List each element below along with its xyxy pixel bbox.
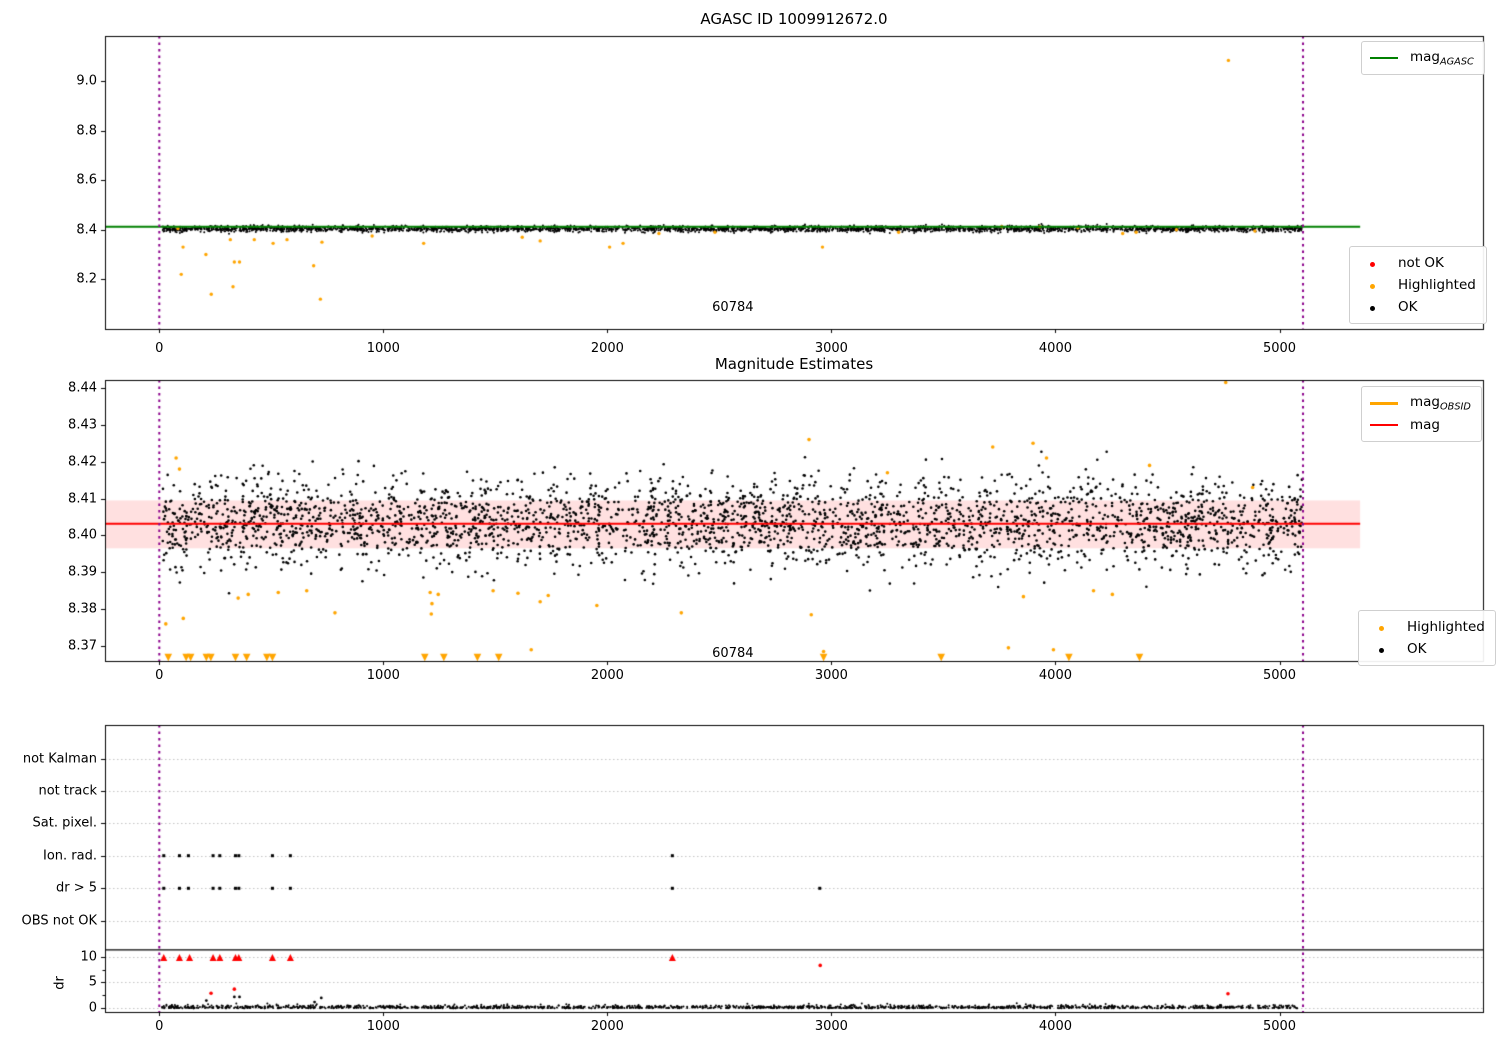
y-tick-label: 8.39 xyxy=(68,564,97,580)
x-tick-label: 4000 xyxy=(1038,341,1072,356)
x-tick-label: 0 xyxy=(155,341,164,356)
flag-category-label: not Kalman xyxy=(22,751,97,767)
green-line-sample xyxy=(1370,57,1398,59)
x-tick-label: 2000 xyxy=(590,341,624,356)
x-tick-label: 1000 xyxy=(366,341,400,356)
legend-mag-obsid: magOBSID mag xyxy=(1361,386,1482,442)
y-tick-label: 8.8 xyxy=(76,123,97,139)
flag-category-label: dr > 5 xyxy=(55,880,97,896)
legend-label: OK xyxy=(1398,299,1418,315)
y-tick-label: 8.42 xyxy=(68,454,97,470)
legend-row-mag-obsid: magOBSID xyxy=(1370,392,1471,414)
flag-category-label: Ion. rad. xyxy=(43,848,97,864)
legend-mag-agasc: magAGASC xyxy=(1361,41,1485,75)
orange-line-sample xyxy=(1370,401,1398,405)
black-dot-sample xyxy=(1358,299,1386,315)
legend-label: Highlighted xyxy=(1407,619,1485,635)
x-tick-label: 2000 xyxy=(590,668,624,683)
legend-top-markers: not OK Highlighted OK xyxy=(1349,246,1487,324)
legend-middle-markers: Highlighted OK xyxy=(1358,610,1496,666)
legend-label: mag xyxy=(1410,417,1440,433)
legend-label: magAGASC xyxy=(1410,48,1474,68)
x-tick-label: 1000 xyxy=(366,1019,400,1034)
x-tick-label: 3000 xyxy=(814,668,848,683)
x-tick-label: 1000 xyxy=(366,668,400,683)
black-dot-sample xyxy=(1367,641,1395,657)
y-tick-label: 8.41 xyxy=(68,491,97,507)
red-dot-sample xyxy=(1358,255,1386,271)
x-tick-label: 2000 xyxy=(590,1019,624,1034)
legend-row-highlighted: Highlighted xyxy=(1367,616,1485,638)
x-tick-label: 5000 xyxy=(1262,1019,1297,1034)
flag-category-label: not track xyxy=(38,783,97,799)
legend-row-highlighted: Highlighted xyxy=(1358,274,1476,296)
dr-tick-label: 10 xyxy=(80,949,97,965)
x-tick-label: 4000 xyxy=(1038,1019,1072,1034)
legend-label: OK xyxy=(1407,641,1427,657)
x-tick-label: 4000 xyxy=(1038,668,1072,683)
obsid-annotation-top: 60784 xyxy=(712,299,754,315)
x-tick-label: 3000 xyxy=(814,1019,848,1034)
orange-dot-sample xyxy=(1358,277,1386,293)
y-tick-label: 8.40 xyxy=(68,527,97,543)
y-tick-label: 8.37 xyxy=(68,638,97,654)
y-tick-label: 8.6 xyxy=(76,172,97,188)
legend-row-not-ok: not OK xyxy=(1358,252,1476,274)
legend-label: not OK xyxy=(1398,255,1444,271)
x-tick-label: 3000 xyxy=(814,341,848,356)
flag-category-label: OBS not OK xyxy=(21,913,98,929)
legend-row-mag: mag xyxy=(1370,414,1471,436)
x-tick-label: 0 xyxy=(155,668,164,683)
flag-category-label: Sat. pixel. xyxy=(32,815,97,831)
obsid-annotation-middle: 60784 xyxy=(712,646,754,662)
dr-tick-label: 0 xyxy=(88,1000,97,1016)
legend-row-ok: OK xyxy=(1358,296,1476,318)
y-tick-label: 8.2 xyxy=(76,271,97,287)
legend-row-mag-agasc: magAGASC xyxy=(1370,47,1474,69)
x-tick-label: 5000 xyxy=(1262,668,1297,683)
orange-dot-sample xyxy=(1367,619,1395,635)
middle-plot-title: Magnitude Estimates xyxy=(714,355,874,373)
top-plot-title: AGASC ID 1009912672.0 xyxy=(700,10,888,28)
y-tick-label: 8.38 xyxy=(68,601,97,617)
legend-label: magOBSID xyxy=(1410,393,1471,413)
legend-row-ok: OK xyxy=(1367,638,1485,660)
x-tick-label: 0 xyxy=(155,1019,164,1034)
y-tick-label: 8.43 xyxy=(68,417,97,433)
dr-tick-label: 5 xyxy=(88,974,97,990)
y-tick-label: 8.44 xyxy=(68,380,97,396)
x-tick-label: 5000 xyxy=(1262,341,1297,356)
red-line-sample xyxy=(1370,424,1398,426)
y-tick-label: 9.0 xyxy=(76,73,97,89)
legend-label: Highlighted xyxy=(1398,277,1476,293)
y-tick-label: 8.4 xyxy=(76,222,97,238)
